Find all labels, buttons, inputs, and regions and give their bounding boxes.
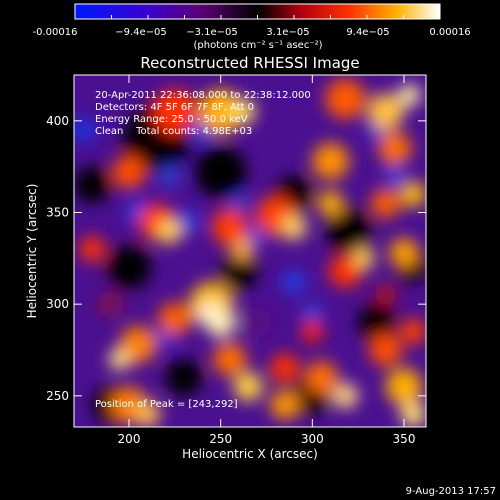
heatmap-blob-57 (385, 368, 423, 405)
heatmap-blob-47 (206, 307, 236, 338)
heatmap-blob-48 (158, 302, 192, 336)
heatmap-blob-27 (112, 155, 146, 189)
axis-ticks (74, 75, 426, 427)
y-tick-label-0: 250 (46, 389, 69, 403)
heatmap-blob-7 (165, 359, 203, 396)
heatmap-blob-37 (281, 214, 307, 241)
heatmap-image (74, 75, 426, 427)
chart-title: Reconstructed RHESSI Image (140, 54, 359, 72)
colorbar-tick-5: 0.00016 (429, 27, 470, 38)
heatmap-blob-24 (152, 89, 197, 134)
heatmap-blob-62 (79, 236, 106, 262)
heatmap-blob-5 (220, 252, 258, 290)
heatmap-blob-34 (312, 142, 349, 180)
heatmap-blob-25 (198, 89, 243, 134)
heatmap-blob-1 (195, 146, 247, 198)
colorbar-tick-3: 3.1e−05 (266, 27, 309, 38)
heatmap-blob-6 (358, 304, 395, 341)
annotation-detectors: Detectors: 4F 5F 6F 7F 8F, Att 0 (95, 102, 254, 113)
heatmap-blob-15 (176, 210, 199, 233)
heatmap-blob-26 (229, 98, 256, 125)
heatmap-blob-17 (283, 271, 305, 294)
x-tick-label-1: 250 (209, 432, 232, 446)
annotation-energy: Energy Range: 25.0 - 50.0 keV (95, 114, 248, 125)
heatmap-blob-55 (332, 383, 359, 409)
heatmap-blob-65 (374, 284, 397, 306)
heatmap-blob-51 (213, 342, 247, 376)
heatmap-blob-4 (107, 245, 151, 290)
heatmap-blob-40 (317, 190, 344, 217)
colorbar-tick-0: -0.00016 (33, 27, 78, 38)
heatmap-blob-11 (74, 166, 111, 204)
plot-frame (73, 74, 427, 428)
heatmap-blob-53 (270, 353, 300, 384)
heatmap-blob-58 (400, 401, 426, 427)
heatmap-blob-39 (231, 238, 254, 261)
y-tick-label-3: 400 (46, 114, 69, 128)
annotation-clean: Clean Total counts: 4.98E+03 (95, 126, 252, 137)
colorbar-units: (photons cm⁻² s⁻¹ asec⁻²) (193, 40, 322, 51)
colorbar-tick-4: 9.4e−05 (346, 27, 389, 38)
colorbar-tick-2: −3.1e−05 (186, 27, 238, 38)
annotation-time-range: 20-Apr-2011 22:36:08.000 to 22:38:12.000 (95, 90, 311, 101)
heatmap-blob-64 (400, 318, 426, 345)
heatmap-blob-41 (371, 188, 401, 218)
heatmap-blob-20 (385, 166, 405, 185)
y-tick-label-2: 350 (46, 206, 69, 220)
colorbar-tick-1: −9.4e−05 (115, 27, 167, 38)
heatmap-blob-35 (400, 181, 426, 208)
heatmap-blob-44 (352, 247, 375, 270)
heatmap-blob-29 (156, 218, 183, 244)
footer-date: 9-Aug-2013 17:57 (406, 486, 496, 497)
annotation-peak: Position of Peak = [243,292] (95, 399, 238, 410)
heatmap-blob-31 (367, 93, 404, 130)
heatmap-blob-2 (327, 208, 371, 253)
heatmap-blob-42 (389, 238, 419, 268)
heatmap-blob-67 (242, 307, 272, 338)
heatmap-blob-18 (303, 302, 322, 321)
y-tick-label-1: 300 (46, 297, 69, 311)
heatmap-blob-50 (108, 348, 131, 371)
heatmap-blob-54 (305, 361, 338, 394)
heatmap-blob-30 (325, 78, 366, 119)
heatmap-blob-56 (369, 333, 403, 367)
x-tick-label-3: 350 (393, 432, 416, 446)
axis-tick-labels: 200 250 300 350 250 300 350 400 (46, 114, 415, 446)
y-axis-label: Heliocentric Y (arcsec) (25, 184, 39, 319)
x-tick-label-0: 200 (118, 432, 141, 446)
heatmap-blob-66 (97, 291, 124, 317)
heatmap-blob-43 (328, 254, 362, 288)
x-tick-label-2: 300 (301, 432, 324, 446)
heatmap-blob-59 (270, 390, 300, 420)
heatmap-blob-33 (378, 131, 412, 165)
heatmap-blob-21 (229, 194, 249, 213)
heatmap-blob-16 (158, 164, 181, 187)
heatmap-blob-32 (398, 84, 421, 107)
colorbar-ticks (74, 15, 441, 19)
heatmap-blob-63 (301, 320, 324, 343)
heatmap-blob-12 (74, 117, 96, 143)
heatmap-blob-52 (233, 372, 263, 402)
x-axis-label: Heliocentric X (arcsec) (182, 447, 318, 461)
heatmap-blob-61 (134, 401, 161, 427)
heatmap-blob-38 (211, 208, 249, 246)
